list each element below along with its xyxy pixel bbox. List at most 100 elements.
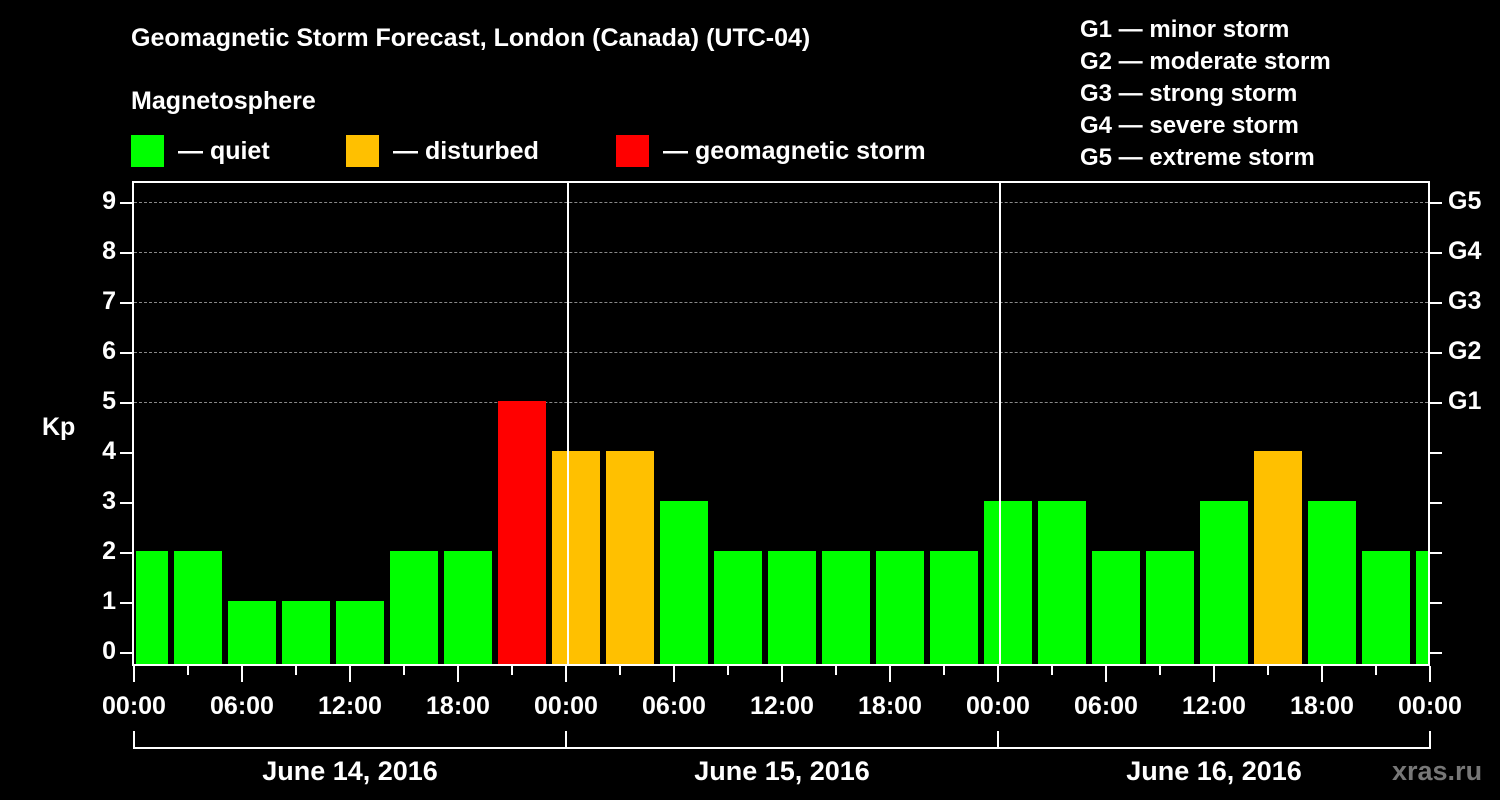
x-tick [295, 666, 297, 675]
quiet-swatch [131, 135, 164, 167]
day-bracket-end [1429, 731, 1431, 749]
x-tick [349, 666, 351, 682]
legend-storm-label: — geomagnetic storm [663, 136, 926, 165]
kp-bar[interactable] [930, 551, 978, 664]
gridline [134, 202, 1428, 203]
right-tick [1430, 402, 1442, 404]
kp-bar[interactable] [136, 551, 168, 664]
kp-bar[interactable] [1362, 551, 1410, 664]
g-scale-label: G2 [1448, 337, 1482, 365]
y-tick [120, 352, 132, 354]
kp-bar[interactable] [984, 501, 1032, 664]
y-tick [120, 502, 132, 504]
g2-legend: G2 — moderate storm [1080, 48, 1331, 75]
kp-bar[interactable] [660, 501, 708, 664]
x-tick-label: 06:00 [1074, 692, 1138, 720]
y-tick [120, 602, 132, 604]
x-tick [457, 666, 459, 682]
kp-bar[interactable] [552, 451, 600, 664]
kp-bar[interactable] [1146, 551, 1194, 664]
g1-legend: G1 — minor storm [1080, 16, 1290, 43]
kp-bar[interactable] [1308, 501, 1356, 664]
kp-bar[interactable] [1416, 551, 1428, 664]
kp-bar[interactable] [390, 551, 438, 664]
y-tick [120, 252, 132, 254]
x-tick [781, 666, 783, 682]
right-tick [1430, 252, 1442, 254]
y-axis-label: Kp [42, 413, 76, 441]
kp-bar[interactable] [1200, 501, 1248, 664]
g-scale-label: G1 [1448, 387, 1482, 415]
x-tick-label: 12:00 [1182, 692, 1246, 720]
kp-bar[interactable] [282, 601, 330, 664]
y-tick-label: 5 [102, 387, 116, 415]
kp-bar[interactable] [444, 551, 492, 664]
kp-bar[interactable] [714, 551, 762, 664]
storm-swatch [616, 135, 649, 167]
y-tick [120, 402, 132, 404]
x-tick-label: 12:00 [318, 692, 382, 720]
kp-bar[interactable] [174, 551, 222, 664]
y-tick [120, 652, 132, 654]
kp-bar[interactable] [606, 451, 654, 664]
kp-bar[interactable] [228, 601, 276, 664]
y-tick [120, 302, 132, 304]
legend-storm: — geomagnetic storm [616, 135, 926, 167]
x-tick-label: 18:00 [1290, 692, 1354, 720]
kp-bar[interactable] [1038, 501, 1086, 664]
kp-bar[interactable] [498, 401, 546, 664]
y-tick-label: 3 [102, 487, 116, 515]
day-bracket [133, 731, 565, 749]
x-tick-label: 00:00 [966, 692, 1030, 720]
day-label: June 15, 2016 [694, 756, 870, 786]
g3-legend: G3 — strong storm [1080, 80, 1298, 107]
x-tick-label: 18:00 [858, 692, 922, 720]
right-tick [1430, 502, 1442, 504]
g-scale-label: G3 [1448, 287, 1482, 315]
x-tick [1267, 666, 1269, 675]
storm-scale-legend: G1 — minor storm G2 — moderate storm G3 … [1080, 14, 1331, 174]
x-tick [1375, 666, 1377, 675]
x-tick [1159, 666, 1161, 675]
x-tick-label: 00:00 [102, 692, 166, 720]
kp-bar[interactable] [336, 601, 384, 664]
x-tick [241, 666, 243, 682]
y-tick-label: 7 [102, 287, 116, 315]
right-tick [1430, 302, 1442, 304]
legend-disturbed: — disturbed [346, 135, 539, 167]
kp-bar[interactable] [876, 551, 924, 664]
x-tick [511, 666, 513, 675]
x-tick-label: 00:00 [534, 692, 598, 720]
x-tick [835, 666, 837, 675]
gridline [134, 302, 1428, 303]
plot-area [132, 181, 1430, 666]
y-tick [120, 552, 132, 554]
kp-bar[interactable] [822, 551, 870, 664]
y-tick [120, 452, 132, 454]
kp-bar[interactable] [768, 551, 816, 664]
x-tick-label: 18:00 [426, 692, 490, 720]
x-tick [1321, 666, 1323, 682]
day-label: June 16, 2016 [1126, 756, 1302, 786]
x-tick [565, 666, 567, 682]
g-scale-label: G4 [1448, 237, 1482, 265]
chart-subtitle: Magnetosphere [131, 87, 316, 115]
y-tick-label: 6 [102, 337, 116, 365]
legend-quiet: — quiet [131, 135, 270, 167]
right-tick [1430, 452, 1442, 454]
x-tick-label: 06:00 [642, 692, 706, 720]
right-tick [1430, 552, 1442, 554]
gridline [134, 252, 1428, 253]
day-bracket [997, 731, 1429, 749]
x-tick [997, 666, 999, 682]
right-tick [1430, 602, 1442, 604]
day-separator [567, 183, 569, 664]
x-tick [727, 666, 729, 675]
disturbed-swatch [346, 135, 379, 167]
kp-bar[interactable] [1092, 551, 1140, 664]
kp-bar[interactable] [1254, 451, 1302, 664]
x-tick [133, 666, 135, 682]
gridline [134, 352, 1428, 353]
chart-title: Geomagnetic Storm Forecast, London (Cana… [131, 24, 811, 52]
x-tick [889, 666, 891, 682]
